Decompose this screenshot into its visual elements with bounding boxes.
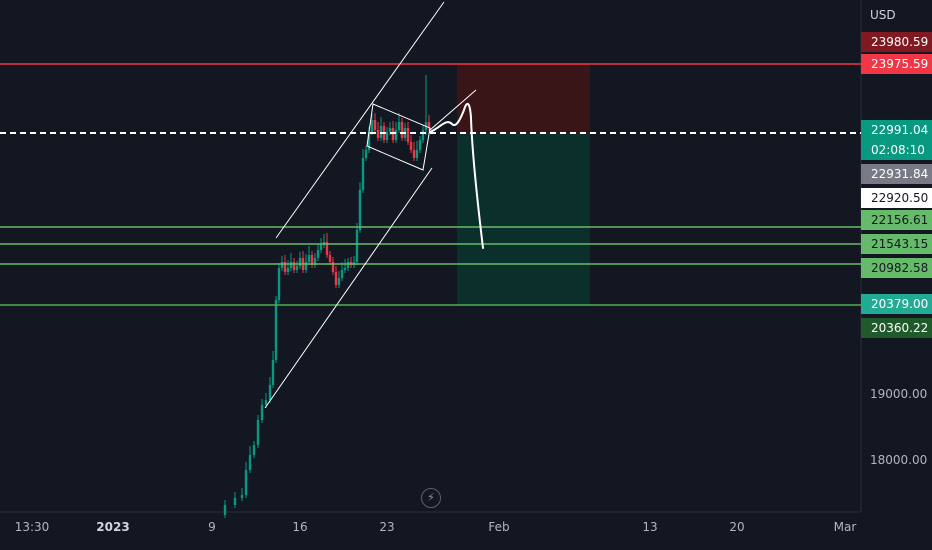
price-label-2[interactable]: 22991.04 <box>861 120 932 140</box>
channel-upper-line <box>275 1 445 239</box>
candle-body <box>325 242 329 255</box>
candle-body <box>304 262 308 270</box>
candle-body <box>328 255 332 262</box>
candle-body <box>277 268 281 300</box>
price-tick-label: 18000.00 <box>870 453 928 467</box>
candle-body <box>406 128 410 142</box>
candle-body <box>313 258 317 265</box>
price-label-4[interactable]: 22931.84 <box>861 164 932 184</box>
flag-pattern <box>366 103 431 171</box>
candle-body <box>415 150 419 158</box>
lightning-icon[interactable]: ⚡ <box>421 488 441 508</box>
time-axis-label: 2023 <box>96 520 130 534</box>
candle-body <box>271 360 275 385</box>
candle-body <box>248 455 252 470</box>
candle-body <box>280 262 284 268</box>
candle-body <box>361 158 365 190</box>
candle-body <box>292 262 296 270</box>
time-axis-label: 13:30 <box>14 520 50 534</box>
candle-body <box>340 270 344 278</box>
candle-body <box>412 150 416 158</box>
candle-body <box>418 140 422 150</box>
stop-loss-zone <box>457 64 590 133</box>
candle-body <box>252 445 256 455</box>
candle-body <box>421 130 425 140</box>
candle-body <box>370 120 374 132</box>
candle-body <box>244 470 248 495</box>
time-axis-label: 16 <box>292 520 308 534</box>
candle-body <box>409 142 413 150</box>
candle-body <box>260 405 264 420</box>
candle-body <box>283 262 287 272</box>
candle-body <box>358 190 362 230</box>
candle-body <box>343 268 347 270</box>
price-label-9[interactable]: 20379.00 <box>861 294 932 314</box>
candle-body <box>373 120 377 130</box>
candle-body <box>264 400 268 405</box>
candle-body <box>388 128 392 132</box>
time-axis-label: Feb <box>488 520 510 534</box>
time-axis-label: 20 <box>729 520 745 534</box>
candle-body <box>295 266 299 270</box>
candle-body <box>397 122 401 130</box>
candle-body <box>268 385 272 400</box>
price-label-5[interactable]: 22920.50 <box>861 188 932 208</box>
candle-body <box>337 278 341 285</box>
candle-body <box>346 262 350 268</box>
time-axis-label: 13 <box>642 520 658 534</box>
candle-body <box>274 300 278 360</box>
price-label-1[interactable]: 23975.59 <box>861 54 932 74</box>
price-label-6[interactable]: 22156.61 <box>861 210 932 230</box>
price-tick-label: 19000.00 <box>870 387 928 401</box>
price-label-8[interactable]: 20982.58 <box>861 258 932 278</box>
price-label-0[interactable]: 23980.59 <box>861 32 932 52</box>
candle-body <box>298 258 302 266</box>
channel-lower-line <box>264 167 433 409</box>
take-profit-zone <box>457 133 590 305</box>
candle-body <box>307 255 311 262</box>
currency-label: USD <box>870 8 896 22</box>
time-axis-label: 23 <box>379 520 395 534</box>
candle-body <box>394 130 398 140</box>
candle-body <box>364 150 368 158</box>
candle-body <box>400 122 404 138</box>
candle-body <box>367 132 371 150</box>
candle-body <box>233 498 237 505</box>
candle-body <box>427 122 431 128</box>
candle-body <box>223 505 227 515</box>
candle-body <box>316 250 320 258</box>
price-label-3[interactable]: 02:08:10 <box>861 140 932 160</box>
candle-body <box>376 130 380 138</box>
price-label-7[interactable]: 21543.15 <box>861 234 932 254</box>
candle-body <box>355 230 359 262</box>
candle-body <box>331 262 335 272</box>
price-label-10[interactable]: 20360.22 <box>861 318 932 338</box>
candle-body <box>256 420 260 445</box>
forecast-path-drawing <box>429 102 484 249</box>
time-axis-label: Mar <box>833 520 857 534</box>
time-axis-label: 9 <box>208 520 216 534</box>
candle-body <box>385 132 389 140</box>
candle-body <box>334 272 338 285</box>
flag-breakout-line <box>429 89 477 131</box>
candle-body <box>319 245 323 250</box>
candle-body <box>289 262 293 268</box>
candle-body <box>240 495 244 498</box>
candle-body <box>286 268 290 272</box>
candle-body <box>310 255 314 265</box>
